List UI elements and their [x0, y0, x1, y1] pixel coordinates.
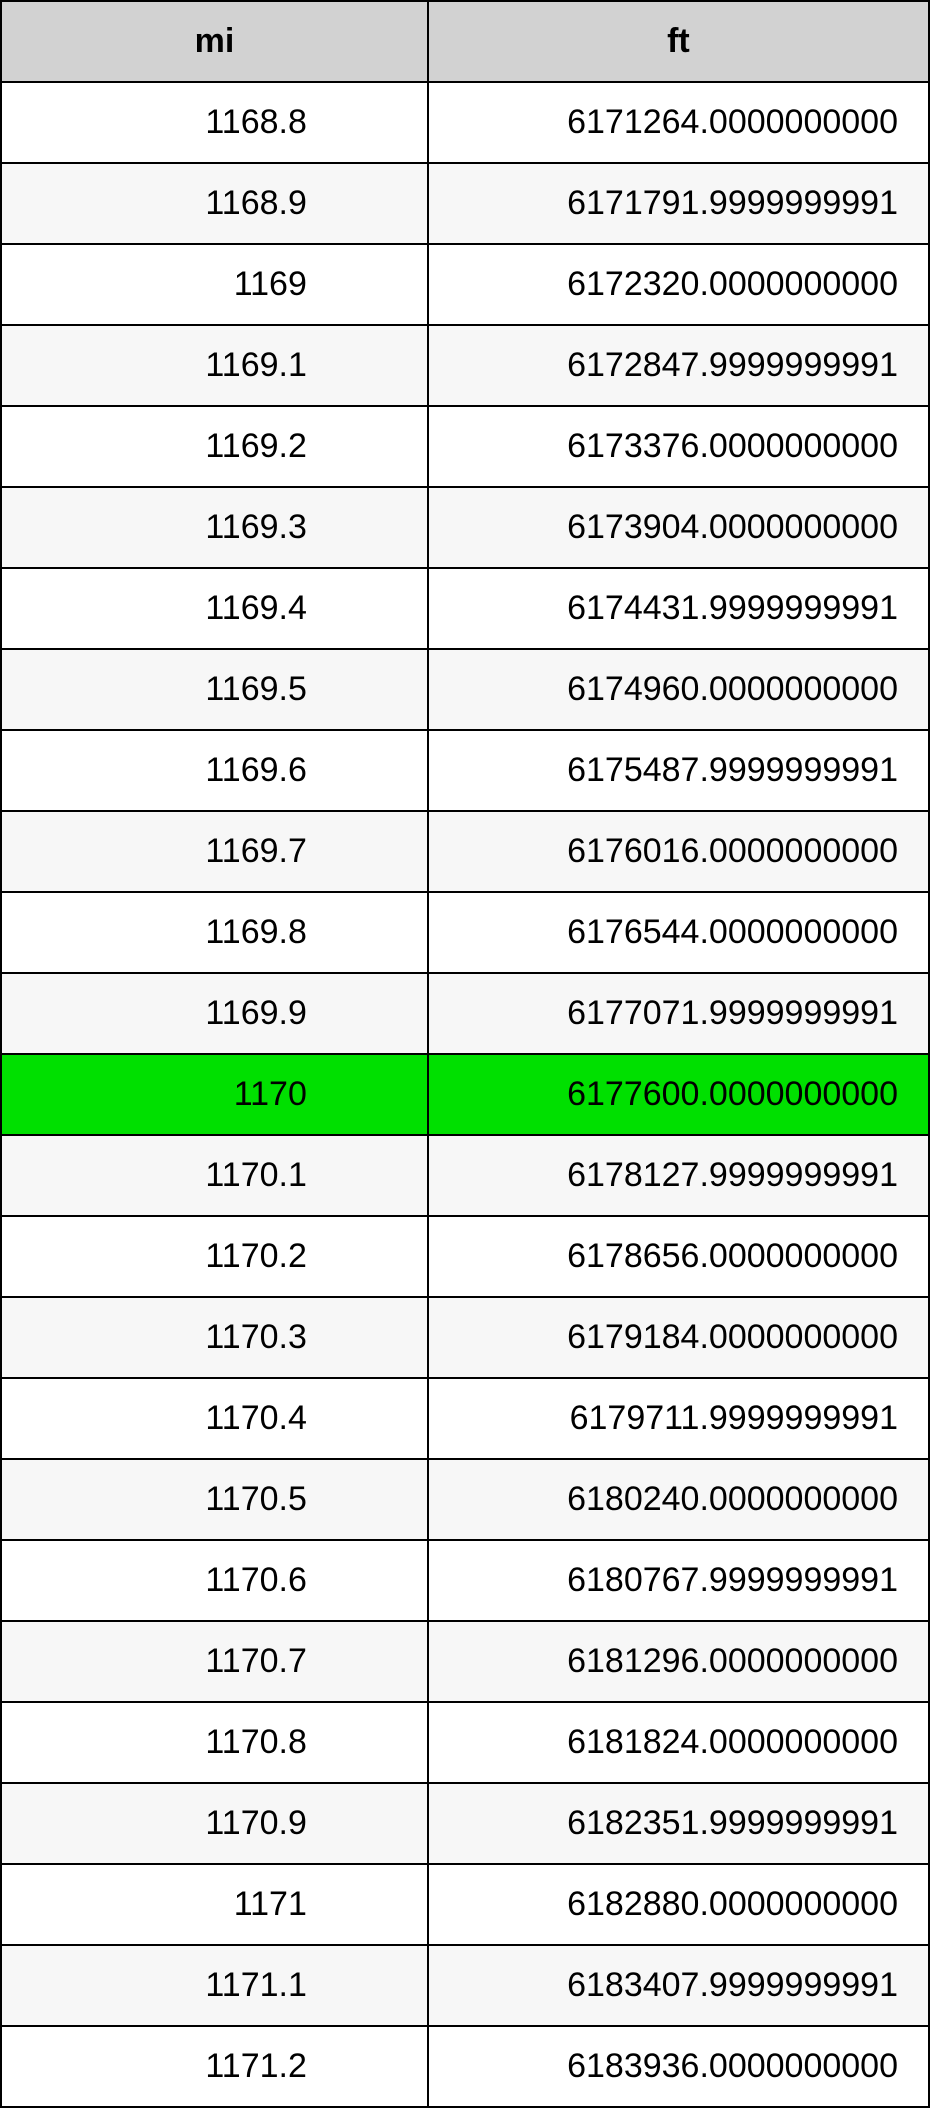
table-row: 1169.36173904.0000000000	[1, 487, 929, 568]
cell-ft: 6177071.9999999991	[428, 973, 929, 1054]
cell-ft: 6173904.0000000000	[428, 487, 929, 568]
cell-mi: 1170.6	[1, 1540, 428, 1621]
table-row: 11696172320.0000000000	[1, 244, 929, 325]
table-body: 1168.86171264.00000000001168.96171791.99…	[1, 82, 929, 2107]
table-row: 1169.76176016.0000000000	[1, 811, 929, 892]
cell-ft: 6179184.0000000000	[428, 1297, 929, 1378]
table-row: 1170.16178127.9999999991	[1, 1135, 929, 1216]
cell-mi: 1169.3	[1, 487, 428, 568]
cell-mi: 1169.1	[1, 325, 428, 406]
cell-mi: 1170.9	[1, 1783, 428, 1864]
cell-ft: 6178127.9999999991	[428, 1135, 929, 1216]
table-row: 1170.46179711.9999999991	[1, 1378, 929, 1459]
table-row: 1169.16172847.9999999991	[1, 325, 929, 406]
cell-ft: 6174431.9999999991	[428, 568, 929, 649]
cell-mi: 1169.9	[1, 973, 428, 1054]
cell-ft: 6182880.0000000000	[428, 1864, 929, 1945]
table-row: 1170.26178656.0000000000	[1, 1216, 929, 1297]
cell-mi: 1169	[1, 244, 428, 325]
conversion-table: mi ft 1168.86171264.00000000001168.96171…	[0, 0, 930, 2108]
cell-mi: 1170.8	[1, 1702, 428, 1783]
cell-mi: 1169.8	[1, 892, 428, 973]
cell-mi: 1169.7	[1, 811, 428, 892]
cell-mi: 1169.6	[1, 730, 428, 811]
cell-ft: 6176016.0000000000	[428, 811, 929, 892]
cell-mi: 1168.8	[1, 82, 428, 163]
cell-mi: 1171.2	[1, 2026, 428, 2107]
table-row: 1170.96182351.9999999991	[1, 1783, 929, 1864]
cell-mi: 1169.5	[1, 649, 428, 730]
table-row: 1171.16183407.9999999991	[1, 1945, 929, 2026]
table-row: 1169.66175487.9999999991	[1, 730, 929, 811]
cell-mi: 1170.7	[1, 1621, 428, 1702]
table-row: 1170.66180767.9999999991	[1, 1540, 929, 1621]
cell-ft: 6183407.9999999991	[428, 1945, 929, 2026]
table-row: 1169.86176544.0000000000	[1, 892, 929, 973]
cell-ft: 6180240.0000000000	[428, 1459, 929, 1540]
table-row: 1170.86181824.0000000000	[1, 1702, 929, 1783]
cell-mi: 1169.2	[1, 406, 428, 487]
cell-mi: 1170.5	[1, 1459, 428, 1540]
table-row: 1169.26173376.0000000000	[1, 406, 929, 487]
cell-ft: 6183936.0000000000	[428, 2026, 929, 2107]
cell-ft: 6178656.0000000000	[428, 1216, 929, 1297]
table-row: 1168.86171264.0000000000	[1, 82, 929, 163]
cell-ft: 6177600.0000000000	[428, 1054, 929, 1135]
cell-ft: 6174960.0000000000	[428, 649, 929, 730]
table-row: 1169.46174431.9999999991	[1, 568, 929, 649]
table-row: 11706177600.0000000000	[1, 1054, 929, 1135]
cell-mi: 1171.1	[1, 1945, 428, 2026]
table-row: 1170.76181296.0000000000	[1, 1621, 929, 1702]
cell-mi: 1169.4	[1, 568, 428, 649]
table-row: 11716182880.0000000000	[1, 1864, 929, 1945]
cell-mi: 1170.2	[1, 1216, 428, 1297]
cell-ft: 6172320.0000000000	[428, 244, 929, 325]
table-header: mi ft	[1, 1, 929, 82]
cell-mi: 1170.1	[1, 1135, 428, 1216]
cell-mi: 1170	[1, 1054, 428, 1135]
cell-ft: 6179711.9999999991	[428, 1378, 929, 1459]
cell-ft: 6180767.9999999991	[428, 1540, 929, 1621]
cell-ft: 6173376.0000000000	[428, 406, 929, 487]
cell-ft: 6175487.9999999991	[428, 730, 929, 811]
cell-ft: 6181824.0000000000	[428, 1702, 929, 1783]
table-row: 1170.36179184.0000000000	[1, 1297, 929, 1378]
cell-ft: 6172847.9999999991	[428, 325, 929, 406]
col-header-mi: mi	[1, 1, 428, 82]
table-row: 1170.56180240.0000000000	[1, 1459, 929, 1540]
cell-ft: 6171264.0000000000	[428, 82, 929, 163]
cell-ft: 6171791.9999999991	[428, 163, 929, 244]
cell-ft: 6176544.0000000000	[428, 892, 929, 973]
table-row: 1169.56174960.0000000000	[1, 649, 929, 730]
cell-mi: 1170.4	[1, 1378, 428, 1459]
conversion-table-wrapper: mi ft 1168.86171264.00000000001168.96171…	[0, 0, 930, 2108]
cell-ft: 6181296.0000000000	[428, 1621, 929, 1702]
table-row: 1171.26183936.0000000000	[1, 2026, 929, 2107]
cell-ft: 6182351.9999999991	[428, 1783, 929, 1864]
cell-mi: 1170.3	[1, 1297, 428, 1378]
col-header-ft: ft	[428, 1, 929, 82]
cell-mi: 1171	[1, 1864, 428, 1945]
table-row: 1168.96171791.9999999991	[1, 163, 929, 244]
table-row: 1169.96177071.9999999991	[1, 973, 929, 1054]
cell-mi: 1168.9	[1, 163, 428, 244]
